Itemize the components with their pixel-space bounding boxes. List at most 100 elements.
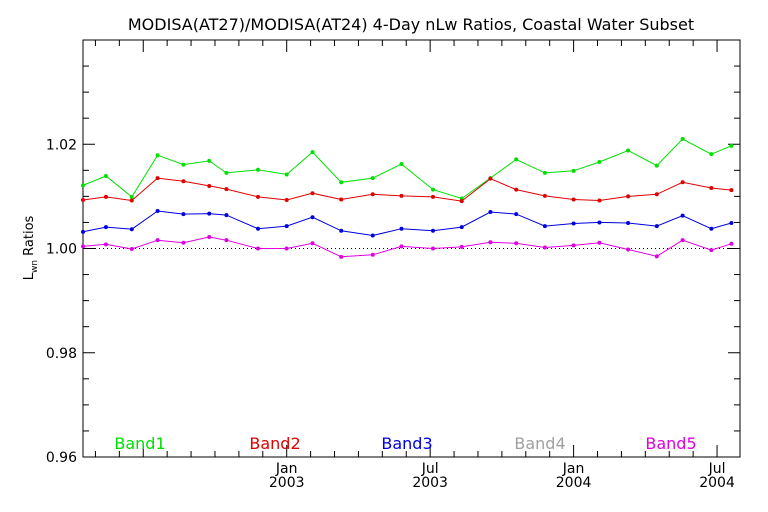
- x-tick-month-label: Jan: [275, 461, 298, 477]
- data-point-band5: [571, 243, 576, 248]
- data-point-band2: [459, 199, 464, 204]
- data-point-band3: [542, 224, 547, 229]
- data-point-band1: [597, 159, 602, 164]
- data-point-band2: [284, 198, 289, 203]
- data-point-band3: [256, 226, 261, 231]
- data-point-band2: [729, 188, 734, 193]
- data-point-band3: [224, 213, 229, 218]
- chart-title: MODISA(AT27)/MODISA(AT24) 4-Day nLw Rati…: [128, 15, 694, 34]
- data-point-band2: [181, 179, 186, 184]
- data-point-band5: [459, 244, 464, 249]
- x-tick-month-label: Jan: [562, 461, 585, 477]
- data-point-band2: [431, 194, 436, 199]
- data-point-band1: [654, 163, 659, 168]
- legend-band3: Band3: [381, 434, 432, 453]
- data-point-band1: [680, 137, 685, 142]
- legend-band4: Band4: [514, 434, 565, 453]
- data-point-band2: [310, 191, 315, 196]
- data-point-band3: [310, 215, 315, 220]
- data-point-band3: [181, 212, 186, 217]
- data-point-band2: [224, 187, 229, 192]
- data-point-band5: [310, 241, 315, 246]
- y-axis-label-subscript: wn: [30, 260, 40, 273]
- data-point-band5: [129, 247, 134, 252]
- data-point-band2: [680, 180, 685, 185]
- x-tick-month-label: Jul: [421, 461, 439, 477]
- y-axis-label-main: L: [22, 272, 37, 280]
- data-point-band1: [103, 174, 108, 179]
- data-point-band1: [310, 150, 315, 155]
- y-tick-label: 0.96: [46, 450, 77, 466]
- x-tick-year-label: 2003: [269, 475, 305, 491]
- data-point-band5: [654, 254, 659, 259]
- data-point-band3: [103, 225, 108, 230]
- data-point-band5: [597, 240, 602, 245]
- data-point-band5: [370, 252, 375, 257]
- data-point-band3: [729, 220, 734, 225]
- legend-band5: Band5: [645, 434, 696, 453]
- series-line-band2: [82, 177, 732, 202]
- data-point-band3: [284, 224, 289, 229]
- data-point-band2: [256, 194, 261, 199]
- y-tick-label: 0.98: [46, 346, 77, 362]
- data-point-band1: [370, 176, 375, 181]
- data-point-band2: [129, 198, 134, 203]
- data-point-band3: [514, 212, 519, 217]
- data-point-band1: [399, 162, 404, 167]
- data-point-band2: [155, 176, 160, 181]
- data-point-band5: [155, 238, 160, 243]
- data-point-band2: [597, 198, 602, 203]
- data-point-band3: [571, 221, 576, 226]
- data-point-band3: [129, 227, 134, 232]
- data-point-band3: [626, 220, 631, 225]
- data-point-band2: [626, 194, 631, 199]
- data-point-band3: [488, 210, 493, 215]
- data-point-band3: [207, 211, 212, 216]
- series-line-band3: [82, 210, 732, 237]
- data-point-band5: [256, 246, 261, 251]
- data-point-band2: [207, 183, 212, 188]
- data-point-band5: [207, 235, 212, 240]
- data-point-band1: [542, 170, 547, 175]
- data-point-band2: [514, 187, 519, 192]
- data-point-band5: [181, 240, 186, 245]
- data-point-band5: [514, 241, 519, 246]
- data-point-band2: [339, 197, 344, 202]
- data-point-band1: [431, 187, 436, 192]
- data-point-band3: [155, 208, 160, 213]
- data-point-band5: [729, 241, 734, 246]
- data-point-band2: [542, 193, 547, 198]
- data-point-band2: [370, 192, 375, 197]
- data-point-band1: [155, 153, 160, 158]
- data-point-band5: [488, 240, 493, 245]
- data-point-band1: [81, 183, 85, 188]
- x-tick-year-label: 2003: [412, 475, 448, 491]
- data-point-band5: [103, 242, 108, 247]
- data-point-band3: [459, 225, 464, 230]
- data-point-band2: [709, 186, 714, 191]
- data-point-band5: [680, 238, 685, 243]
- data-point-band3: [431, 228, 436, 233]
- data-point-band3: [81, 229, 85, 234]
- data-point-band1: [571, 168, 576, 173]
- data-point-band3: [399, 226, 404, 231]
- data-point-band3: [654, 224, 659, 229]
- data-point-band1: [729, 143, 734, 148]
- data-point-band5: [399, 244, 404, 249]
- data-point-band5: [284, 246, 289, 251]
- data-point-band3: [370, 233, 375, 238]
- y-axis-label: Lwn Ratios: [22, 215, 40, 280]
- data-point-band2: [81, 198, 85, 203]
- data-point-band5: [339, 254, 344, 259]
- data-point-band5: [542, 245, 547, 250]
- data-point-band5: [709, 248, 714, 253]
- series-line-band5: [82, 236, 732, 258]
- data-point-band5: [81, 244, 85, 249]
- data-point-band5: [626, 247, 631, 252]
- data-point-band1: [626, 148, 631, 153]
- data-point-band1: [181, 162, 186, 167]
- y-tick-label: 1.02: [46, 137, 77, 153]
- data-point-band1: [207, 158, 212, 163]
- series-line-band1: [82, 138, 732, 200]
